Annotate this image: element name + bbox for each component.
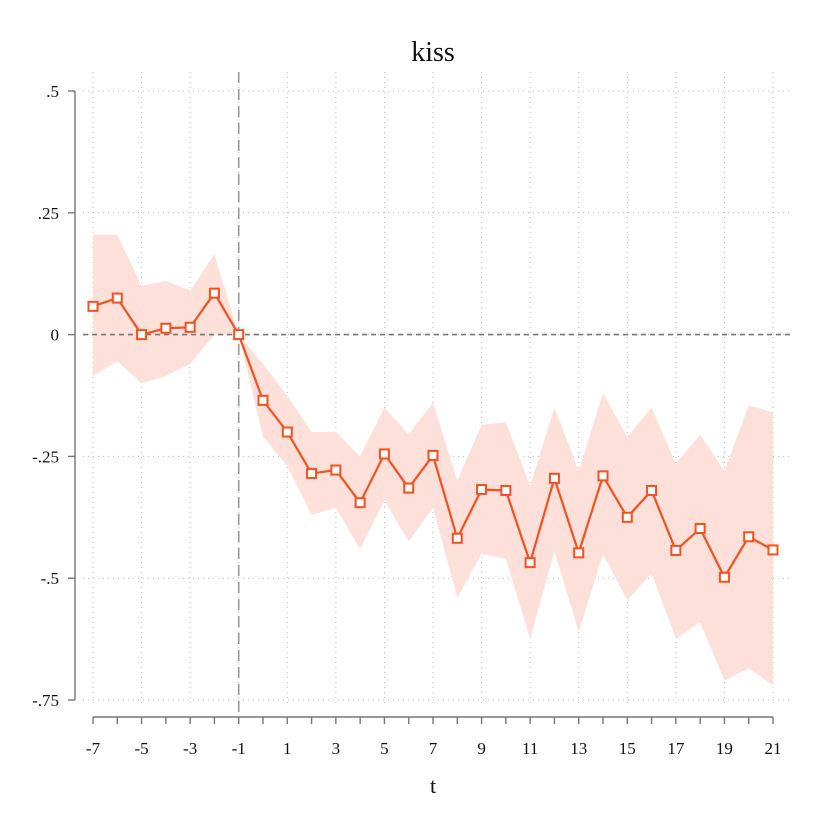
x-tick-label: 11 — [522, 739, 538, 758]
x-axis-title: t — [430, 773, 436, 798]
y-tick-label: .5 — [46, 82, 59, 101]
data-point — [573, 547, 585, 559]
data-point — [451, 532, 463, 544]
x-tick-label: 1 — [283, 739, 292, 758]
y-tick-label: 0 — [51, 326, 60, 345]
x-tick-label: 21 — [765, 739, 782, 758]
data-point — [694, 523, 706, 535]
x-tick-label: 7 — [429, 739, 438, 758]
x-tick-label: 9 — [477, 739, 486, 758]
data-point — [378, 448, 390, 460]
x-tick-label: -1 — [232, 739, 246, 758]
data-point — [354, 497, 366, 509]
x-tick-label: 15 — [619, 739, 636, 758]
data-points — [87, 287, 779, 583]
data-point — [403, 482, 415, 494]
data-point — [670, 544, 682, 556]
chart-title: kiss — [411, 37, 455, 68]
axes: .5.250-.25-.5-.75-7 -5 -3 -1 1 3 5 7 9 11 13 15 17 19… — [32, 82, 781, 758]
data-point — [160, 322, 172, 334]
data-point — [306, 467, 318, 479]
x-tick-label: 13 — [570, 739, 587, 758]
y-tick-label: -.25 — [32, 447, 59, 466]
y-tick-label: -.5 — [41, 569, 59, 588]
data-point — [184, 321, 196, 333]
data-point — [524, 557, 536, 569]
data-point — [646, 485, 658, 497]
data-point — [718, 571, 730, 583]
x-tick-label: -7 — [86, 739, 101, 758]
data-point — [87, 300, 99, 312]
y-tick-label: -.75 — [32, 691, 59, 710]
data-point — [500, 485, 512, 497]
reference-lines — [83, 72, 793, 717]
data-point — [743, 531, 755, 543]
data-point — [281, 426, 293, 438]
data-point — [208, 287, 220, 299]
x-tick-label: -3 — [183, 739, 197, 758]
data-point — [476, 484, 488, 496]
x-tick-label: 5 — [380, 739, 389, 758]
data-point — [767, 544, 779, 556]
y-tick-label: .25 — [38, 204, 59, 223]
data-point — [257, 394, 269, 406]
x-tick-label: 19 — [716, 739, 733, 758]
x-tick-label: 3 — [332, 739, 341, 758]
data-point — [597, 470, 609, 482]
data-point — [136, 329, 148, 341]
data-point — [621, 511, 633, 523]
data-point — [427, 449, 439, 461]
data-point — [330, 464, 342, 476]
data-point — [233, 329, 245, 341]
x-tick-label: 17 — [667, 739, 685, 758]
x-tick-label: -5 — [134, 739, 148, 758]
data-point — [111, 292, 123, 304]
data-point — [548, 472, 560, 484]
